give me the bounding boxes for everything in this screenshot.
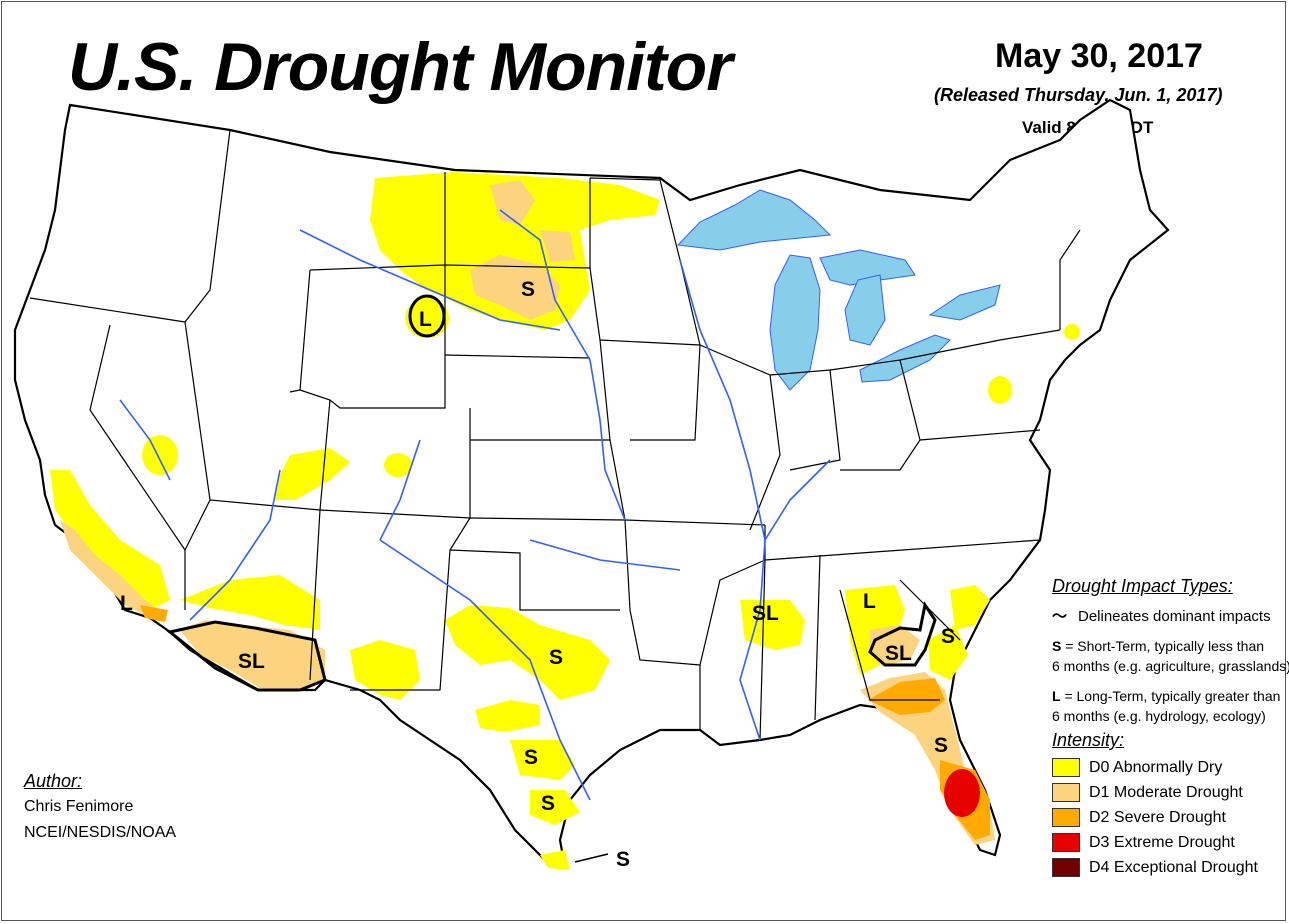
impact-outlines [166,294,937,692]
short-term-text-2: 6 months (e.g. agriculture, grasslands) [1052,658,1289,674]
intensity-level-3: D3 Extreme Drought [1052,830,1289,855]
label-texas-coast-s: S [616,848,630,871]
d0-areas [50,172,1080,870]
author-org: NCEI/NESDIS/NOAA [24,824,177,841]
delineation-line-icon: 〜 [1052,608,1068,625]
label-alabama-l: L [863,590,876,613]
label-texas-central-s: S [524,746,538,769]
label-arizona-sl: SL [238,650,265,673]
intensity-swatch [1052,758,1080,777]
label-dakota-s: S [521,278,535,301]
delineates-text: Delineates dominant impacts [1078,608,1271,625]
intensity-label: D3 Extreme Drought [1089,833,1235,851]
label-texas-south-s: S [541,792,555,815]
intensity-heading: Intensity: [1052,730,1125,750]
rivers [119,209,831,801]
map-legend: Drought Impact Types: 〜 Delineates domina… [1052,576,1289,880]
label-georgia-sl: SL [885,642,912,665]
label-florida-s: S [934,734,948,757]
author-heading: Author: [24,771,83,791]
label-texas-north-s: S [549,646,563,669]
label-mississippi-sl: SL [752,602,779,625]
long-term-note: L = Long-Term, typically greater than 6 … [1052,686,1289,726]
map-title: U.S. Drought Monitor [68,29,733,105]
label-carolina-s: S [941,625,955,648]
author-block: Author: Chris Fenimore NCEI/NESDIS/NOAA [24,768,176,846]
intensity-label: D1 Moderate Drought [1089,783,1243,801]
label-montana-l: L [419,308,432,331]
intensity-label: D0 Abnormally Dry [1089,758,1223,776]
short-term-key: S [1052,638,1062,654]
intensity-level-2: D2 Severe Drought [1052,805,1289,830]
intensity-label: D2 Severe Drought [1089,808,1226,826]
state-boundaries [29,129,1081,741]
intensity-swatch [1052,783,1080,802]
impact-types-heading: Drought Impact Types: [1052,576,1233,596]
intensity-level-1: D1 Moderate Drought [1052,780,1289,805]
long-term-text-2: 6 months (e.g. hydrology, ecology) [1052,708,1266,724]
long-term-key: L [1052,688,1061,704]
map-date: May 30, 2017 [995,37,1203,75]
short-term-text: = Short-Term, typically less than [1065,638,1265,654]
intensity-level-4: D4 Exceptional Drought [1052,855,1289,880]
author-name: Chris Fenimore [24,798,134,815]
release-date: (Released Thursday, Jun. 1, 2017) [934,85,1223,105]
texas-coast-leader [574,853,609,863]
intensity-swatch [1052,833,1080,852]
delineates-row: 〜 Delineates dominant impacts [1052,605,1287,626]
label-california-l: L [120,592,133,615]
intensity-levels: D0 Abnormally Dry D1 Moderate Drought D2 S… [1052,755,1289,880]
short-term-note: S = Short-Term, typically less than 6 mo… [1052,636,1289,676]
intensity-swatch [1052,858,1080,877]
intensity-level-0: D0 Abnormally Dry [1052,755,1289,780]
intensity-label: D4 Exceptional Drought [1089,858,1258,876]
great-lakes [676,189,1001,391]
intensity-swatch [1052,808,1080,827]
d3-areas [944,769,980,817]
long-term-text: = Long-Term, typically greater than [1064,688,1281,704]
